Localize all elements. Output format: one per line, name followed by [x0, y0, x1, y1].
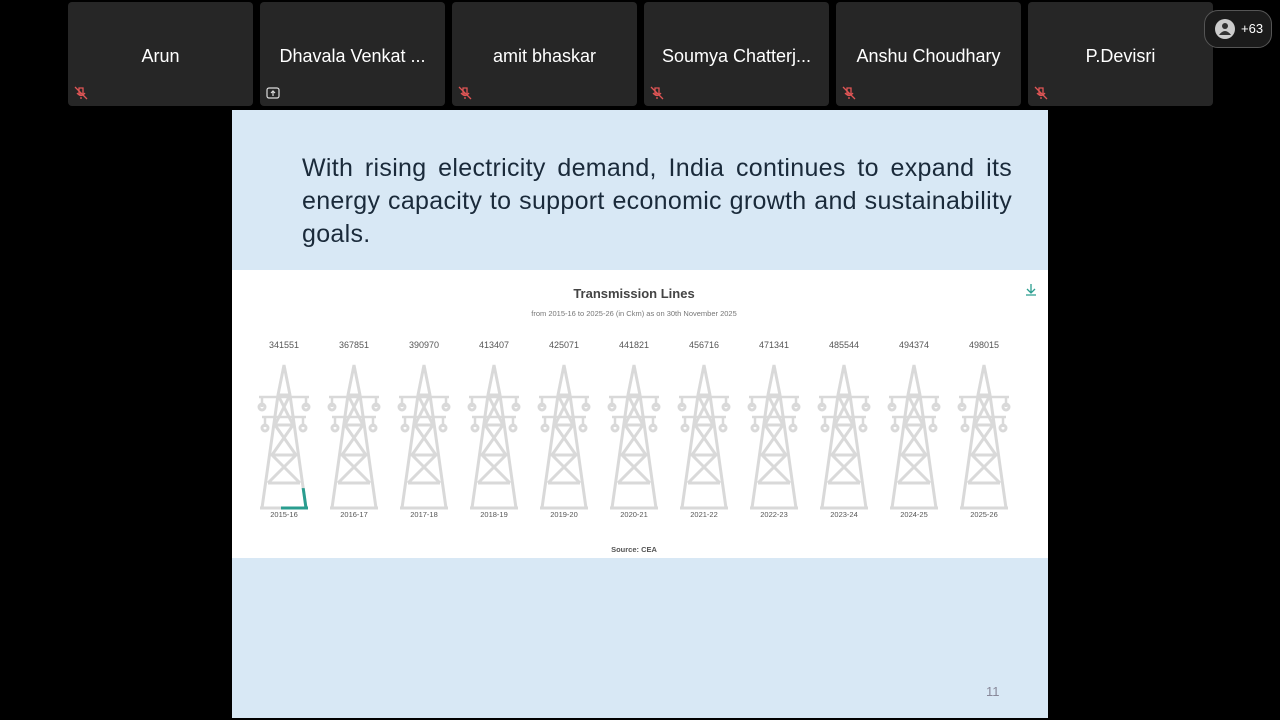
value-label: 485544 — [829, 340, 859, 350]
participant-name: Dhavala Venkat ... — [279, 46, 426, 66]
value-label: 441821 — [619, 340, 649, 350]
x-tick-label: 2015-16 — [270, 510, 298, 519]
status-icon — [74, 86, 88, 100]
slide: With rising electricity demand, India co… — [232, 110, 1048, 718]
participant-name: Arun — [141, 46, 180, 66]
x-tick-label: 2017-18 — [410, 510, 438, 519]
status-icon — [842, 86, 856, 100]
mute-icon — [842, 86, 856, 100]
x-tick-label: 2016-17 — [340, 510, 368, 519]
participant-name: Anshu Choudhary — [856, 46, 1001, 66]
value-label: 341551 — [269, 340, 299, 350]
value-label: 390970 — [409, 340, 439, 350]
x-tick-label: 2022-23 — [760, 510, 788, 519]
share-arrow — [270, 90, 276, 96]
page-number: 11 — [986, 684, 1000, 699]
mute-icon — [650, 86, 664, 100]
download-icon[interactable] — [1026, 284, 1036, 296]
participant-tile[interactable]: Anshu Choudhary — [836, 2, 1021, 106]
mute-icon — [458, 86, 472, 100]
x-tick-label: 2025-26 — [970, 510, 998, 519]
participant-tile[interactable]: amit bhaskar — [452, 2, 637, 106]
overflow-count: +63 — [1241, 21, 1264, 36]
x-tick-label: 2020-21 — [620, 510, 648, 519]
chart-subtitle: from 2015-16 to 2025-26 (in Ckm) as on 3… — [531, 309, 737, 318]
status-icon — [266, 87, 280, 99]
participant-name: Soumya Chatterj... — [661, 46, 812, 66]
x-tick-label: 2024-25 — [900, 510, 928, 519]
value-label: 498015 — [969, 340, 999, 350]
value-label: 471341 — [759, 340, 789, 350]
participant-tile[interactable]: P.Devisri — [1028, 2, 1213, 106]
participant-tile[interactable]: Soumya Chatterj... — [644, 2, 829, 106]
x-tick-label: 2018-19 — [480, 510, 508, 519]
value-label: 367851 — [339, 340, 369, 350]
status-icon — [458, 86, 472, 100]
chart-title: Transmission Lines — [573, 286, 694, 301]
chart: Transmission Lines from 2015-16 to 2025-… — [232, 270, 1048, 558]
participant-name: P.Devisri — [1085, 46, 1156, 66]
people-icon — [1215, 19, 1235, 39]
slide-text: With rising electricity demand, India co… — [302, 154, 1012, 248]
x-tick-label: 2021-22 — [690, 510, 718, 519]
mute-icon — [74, 86, 88, 100]
value-label: 494374 — [899, 340, 929, 350]
mute-icon — [1034, 86, 1048, 100]
x-tick-label: 2019-20 — [550, 510, 578, 519]
share-icon — [266, 87, 280, 99]
status-icon — [1034, 86, 1048, 100]
status-icon — [650, 86, 664, 100]
participants-button[interactable]: +63 — [1204, 10, 1272, 48]
value-label: 456716 — [689, 340, 719, 350]
value-label: 413407 — [479, 340, 509, 350]
x-tick-label: 2023-24 — [830, 510, 858, 519]
participant-tile[interactable]: Arun — [68, 2, 253, 106]
participant-name: amit bhaskar — [492, 46, 597, 66]
chart-source: Source: CEA — [611, 545, 657, 554]
value-label: 425071 — [549, 340, 579, 350]
participant-tile[interactable]: Dhavala Venkat ... — [260, 2, 445, 106]
